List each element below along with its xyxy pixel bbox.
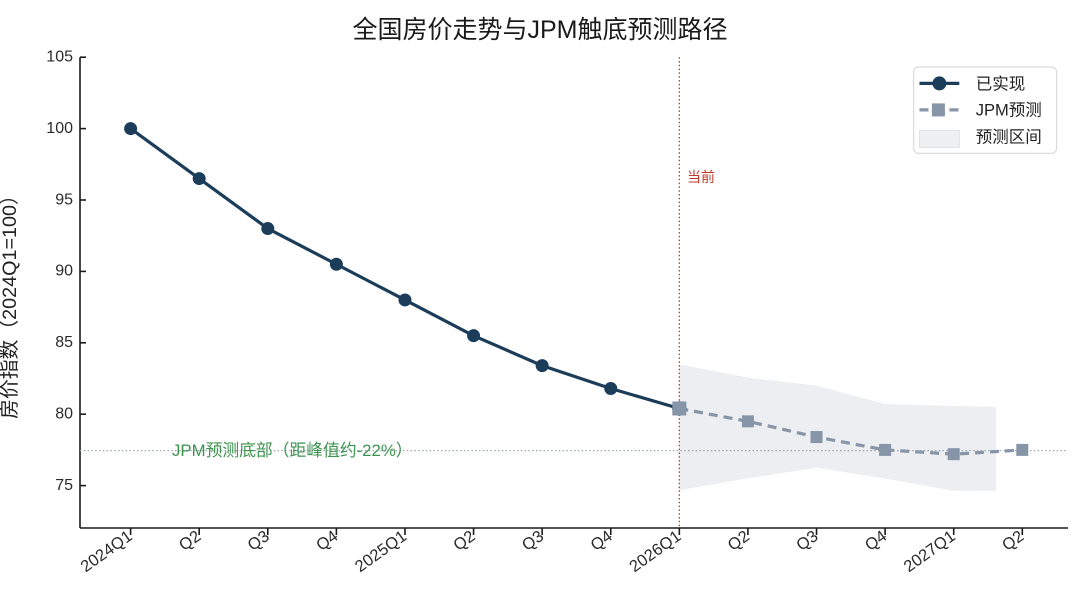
svg-text:100: 100	[46, 120, 73, 137]
svg-text:85: 85	[55, 334, 73, 351]
svg-text:2026Q1: 2026Q1	[626, 527, 684, 576]
svg-text:已实现: 已实现	[976, 75, 1026, 94]
svg-text:预测区间: 预测区间	[976, 127, 1042, 146]
svg-text:105: 105	[46, 49, 73, 66]
svg-text:95: 95	[55, 191, 73, 208]
svg-text:房价指数（2024Q1=100）: 房价指数（2024Q1=100）	[0, 185, 21, 419]
svg-text:90: 90	[55, 263, 73, 280]
svg-text:2025Q1: 2025Q1	[352, 527, 410, 576]
svg-text:JPM预测底部（距峰值约-22%）: JPM预测底部（距峰值约-22%）	[172, 441, 413, 460]
svg-text:75: 75	[55, 477, 73, 494]
svg-text:2027Q1: 2027Q1	[901, 527, 959, 576]
svg-text:2024Q1: 2024Q1	[77, 527, 135, 576]
svg-text:JPM预测: JPM预测	[976, 100, 1042, 119]
svg-text:当前: 当前	[687, 169, 715, 185]
svg-text:80: 80	[55, 406, 73, 423]
